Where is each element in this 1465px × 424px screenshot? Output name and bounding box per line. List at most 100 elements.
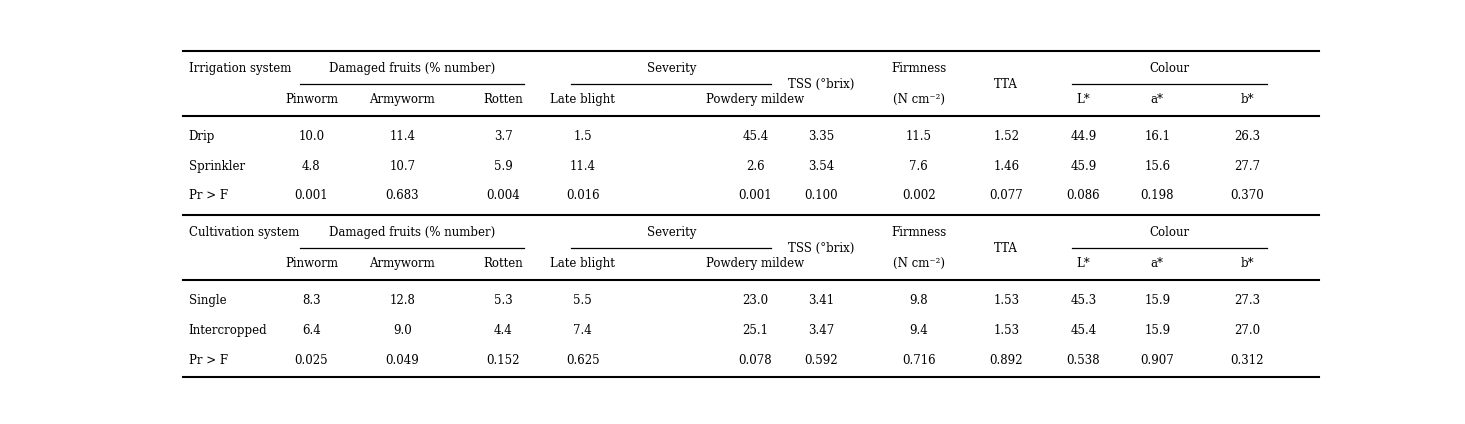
Text: TTA: TTA: [995, 78, 1018, 90]
Text: 3.47: 3.47: [809, 324, 835, 337]
Text: Severity: Severity: [646, 62, 696, 75]
Text: Sprinkler: Sprinkler: [189, 159, 245, 173]
Text: Single: Single: [189, 293, 227, 307]
Text: 0.683: 0.683: [385, 190, 419, 203]
Text: Armyworm: Armyworm: [369, 93, 435, 106]
Text: 11.5: 11.5: [905, 130, 932, 142]
Text: 1.53: 1.53: [993, 324, 1020, 337]
Text: 0.049: 0.049: [385, 354, 419, 366]
Text: Damaged fruits (% number): Damaged fruits (% number): [328, 226, 495, 239]
Text: 3.35: 3.35: [809, 130, 835, 142]
Text: 0.016: 0.016: [565, 190, 599, 203]
Text: 1.5: 1.5: [573, 130, 592, 142]
Text: 6.4: 6.4: [302, 324, 321, 337]
Text: 45.9: 45.9: [1071, 159, 1097, 173]
Text: 27.3: 27.3: [1234, 293, 1260, 307]
Text: Late blight: Late blight: [551, 93, 615, 106]
Text: Damaged fruits (% number): Damaged fruits (% number): [328, 62, 495, 75]
Text: a*: a*: [1151, 257, 1163, 271]
Text: 9.4: 9.4: [910, 324, 929, 337]
Text: 0.077: 0.077: [989, 190, 1023, 203]
Text: 0.100: 0.100: [804, 190, 838, 203]
Text: 10.7: 10.7: [390, 159, 415, 173]
Text: b*: b*: [1241, 257, 1254, 271]
Text: 0.892: 0.892: [989, 354, 1023, 366]
Text: Irrigation system: Irrigation system: [189, 62, 292, 75]
Text: Colour: Colour: [1150, 226, 1190, 239]
Text: Powdery mildew: Powdery mildew: [706, 93, 804, 106]
Text: 5.9: 5.9: [494, 159, 513, 173]
Text: 12.8: 12.8: [390, 293, 415, 307]
Text: 9.0: 9.0: [393, 324, 412, 337]
Text: Late blight: Late blight: [551, 257, 615, 271]
Text: 0.907: 0.907: [1140, 354, 1173, 366]
Text: 9.8: 9.8: [910, 293, 929, 307]
Text: 15.6: 15.6: [1144, 159, 1171, 173]
Text: Rotten: Rotten: [483, 93, 523, 106]
Text: 0.625: 0.625: [565, 354, 599, 366]
Text: Severity: Severity: [646, 226, 696, 239]
Text: 0.538: 0.538: [1067, 354, 1100, 366]
Text: Pinworm: Pinworm: [284, 93, 338, 106]
Text: L*: L*: [1077, 257, 1090, 271]
Text: Cultivation system: Cultivation system: [189, 226, 299, 239]
Text: 0.001: 0.001: [738, 190, 772, 203]
Text: 1.52: 1.52: [993, 130, 1020, 142]
Text: b*: b*: [1241, 93, 1254, 106]
Text: 5.5: 5.5: [573, 293, 592, 307]
Text: 26.3: 26.3: [1234, 130, 1260, 142]
Text: Powdery mildew: Powdery mildew: [706, 257, 804, 271]
Text: 0.002: 0.002: [902, 190, 936, 203]
Text: 1.46: 1.46: [993, 159, 1020, 173]
Text: TSS (°brix): TSS (°brix): [788, 242, 854, 254]
Text: 0.004: 0.004: [486, 190, 520, 203]
Text: 11.4: 11.4: [570, 159, 596, 173]
Text: Armyworm: Armyworm: [369, 257, 435, 271]
Text: 15.9: 15.9: [1144, 324, 1171, 337]
Text: TSS (°brix): TSS (°brix): [788, 78, 854, 90]
Text: Intercropped: Intercropped: [189, 324, 268, 337]
Text: 4.4: 4.4: [494, 324, 513, 337]
Text: 8.3: 8.3: [302, 293, 321, 307]
Text: (N cm⁻²): (N cm⁻²): [892, 93, 945, 106]
Text: 0.370: 0.370: [1231, 190, 1264, 203]
Text: 25.1: 25.1: [743, 324, 768, 337]
Text: 7.6: 7.6: [910, 159, 929, 173]
Text: 44.9: 44.9: [1071, 130, 1097, 142]
Text: 45.4: 45.4: [1071, 324, 1097, 337]
Text: 23.0: 23.0: [743, 293, 769, 307]
Text: 1.53: 1.53: [993, 293, 1020, 307]
Text: L*: L*: [1077, 93, 1090, 106]
Text: 16.1: 16.1: [1144, 130, 1171, 142]
Text: 45.4: 45.4: [743, 130, 769, 142]
Text: Colour: Colour: [1150, 62, 1190, 75]
Text: 0.078: 0.078: [738, 354, 772, 366]
Text: 0.198: 0.198: [1141, 190, 1173, 203]
Text: 0.716: 0.716: [902, 354, 936, 366]
Text: Rotten: Rotten: [483, 257, 523, 271]
Text: Drip: Drip: [189, 130, 215, 142]
Text: 0.592: 0.592: [804, 354, 838, 366]
Text: 0.086: 0.086: [1067, 190, 1100, 203]
Text: 45.3: 45.3: [1071, 293, 1097, 307]
Text: 27.0: 27.0: [1234, 324, 1260, 337]
Text: 0.001: 0.001: [294, 190, 328, 203]
Text: 2.6: 2.6: [746, 159, 765, 173]
Text: Firmness: Firmness: [891, 62, 946, 75]
Text: Pinworm: Pinworm: [284, 257, 338, 271]
Text: 7.4: 7.4: [573, 324, 592, 337]
Text: Firmness: Firmness: [891, 226, 946, 239]
Text: 27.7: 27.7: [1234, 159, 1260, 173]
Text: 5.3: 5.3: [494, 293, 513, 307]
Text: TTA: TTA: [995, 242, 1018, 254]
Text: 3.54: 3.54: [809, 159, 835, 173]
Text: 15.9: 15.9: [1144, 293, 1171, 307]
Text: 0.312: 0.312: [1231, 354, 1264, 366]
Text: 0.152: 0.152: [486, 354, 520, 366]
Text: 0.025: 0.025: [294, 354, 328, 366]
Text: 11.4: 11.4: [390, 130, 415, 142]
Text: 3.7: 3.7: [494, 130, 513, 142]
Text: 4.8: 4.8: [302, 159, 321, 173]
Text: (N cm⁻²): (N cm⁻²): [892, 257, 945, 271]
Text: Pr > F: Pr > F: [189, 190, 229, 203]
